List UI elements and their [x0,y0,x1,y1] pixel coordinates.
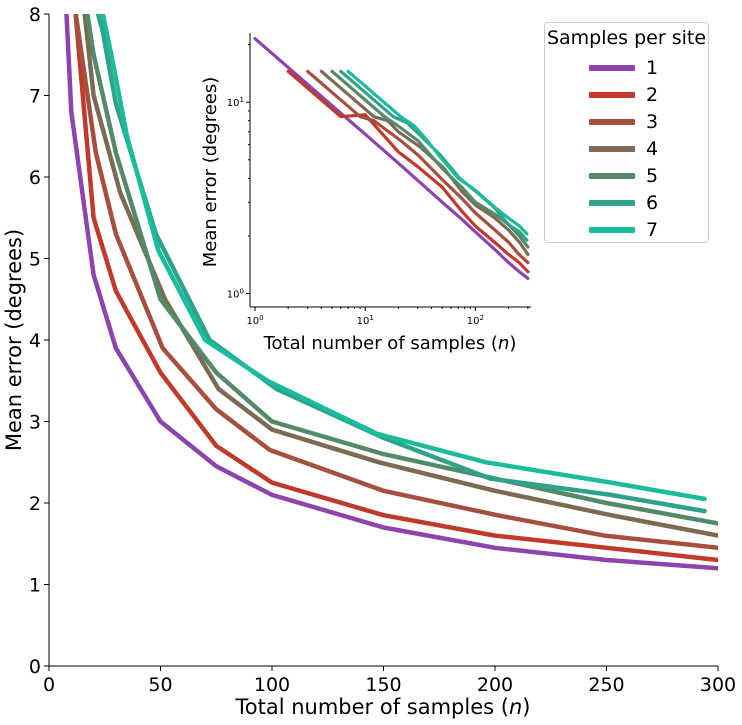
legend-label: 5 [646,165,659,187]
main-x-tick-label: 50 [148,674,172,696]
main-y-tick-label: 0 [29,656,41,678]
legend-label: 7 [646,219,659,241]
legend-item-6: 6 [589,190,709,216]
inset-y-axis-title: Mean error (degrees) [200,77,221,268]
legend: Samples per site 1 2 3 4 5 6 7 [544,22,709,243]
inset-x-axis-title: Total number of samples (n) [263,333,517,354]
inset-series-lines [253,36,530,280]
inset-axes [249,33,531,308]
inset-y-tick-label: 101 [227,96,244,109]
legend-item-2: 2 [589,82,709,108]
legend-item-3: 3 [589,109,709,135]
main-x-tick-label: 100 [254,674,290,696]
main-x-axis-title: Total number of samples (n) [235,695,531,719]
legend-label: 6 [646,192,659,214]
legend-swatch [589,227,635,233]
legend-title: Samples per site [546,27,707,49]
inset-y-tick-label: 100 [227,287,244,300]
series-line-1 [64,14,718,571]
series-line-4 [82,14,718,538]
main-y-tick-label: 4 [29,330,41,352]
legend-swatch [589,65,635,71]
legend-item-5: 5 [589,163,709,189]
legend-swatch [589,92,635,98]
series-line-3 [73,14,718,551]
main-y-ticks: 0 1 2 3 4 5 6 7 8 [29,4,49,678]
main-x-tick-label: 150 [365,674,401,696]
series-line-5 [85,14,718,526]
inset-series-line-6 [339,69,529,242]
series-line-2 [73,14,718,563]
inset-series-line-3 [306,69,530,265]
main-x-tick-label: 200 [477,674,513,696]
main-x-tick-label: 250 [588,674,624,696]
main-x-ticks: 0 50 100 150 200 250 300 [43,666,736,696]
main-y-tick-label: 5 [29,249,41,271]
main-y-tick-label: 3 [29,412,41,434]
inset-series-line-2 [286,69,530,274]
inset-x-tick-label: 101 [357,314,374,327]
legend-swatch [589,200,635,206]
inset-x-tick-label: 100 [246,314,263,327]
legend-label: 2 [646,84,659,106]
legend-swatch [589,146,635,152]
main-y-axis-title: Mean error (degrees) [2,229,26,451]
legend-label: 3 [646,111,659,133]
series-line-6 [95,14,707,514]
inset-x-tick-label: 102 [467,314,484,327]
legend-item-1: 1 [589,55,709,81]
main-x-tick-label: 0 [43,674,55,696]
inset-y-ticks: 100 101 [227,44,250,300]
legend-item-7: 7 [589,217,709,243]
legend-label: 1 [646,57,659,79]
series-line-7 [100,14,707,502]
main-series-lines [64,14,718,571]
main-y-tick-label: 6 [29,167,41,189]
inset-series-line-7 [346,69,529,236]
main-x-tick-label: 300 [700,674,736,696]
inset-x-ticks: 100 101 102 [246,307,529,327]
main-y-tick-label: 7 [29,86,41,108]
main-y-tick-label: 1 [29,575,41,597]
main-y-tick-label: 2 [29,493,41,515]
inset-series-line-1 [253,36,530,280]
legend-swatch [589,119,635,125]
legend-swatch [589,173,635,179]
legend-item-4: 4 [589,136,709,162]
legend-label: 4 [646,138,659,160]
main-y-tick-label: 8 [29,4,41,26]
